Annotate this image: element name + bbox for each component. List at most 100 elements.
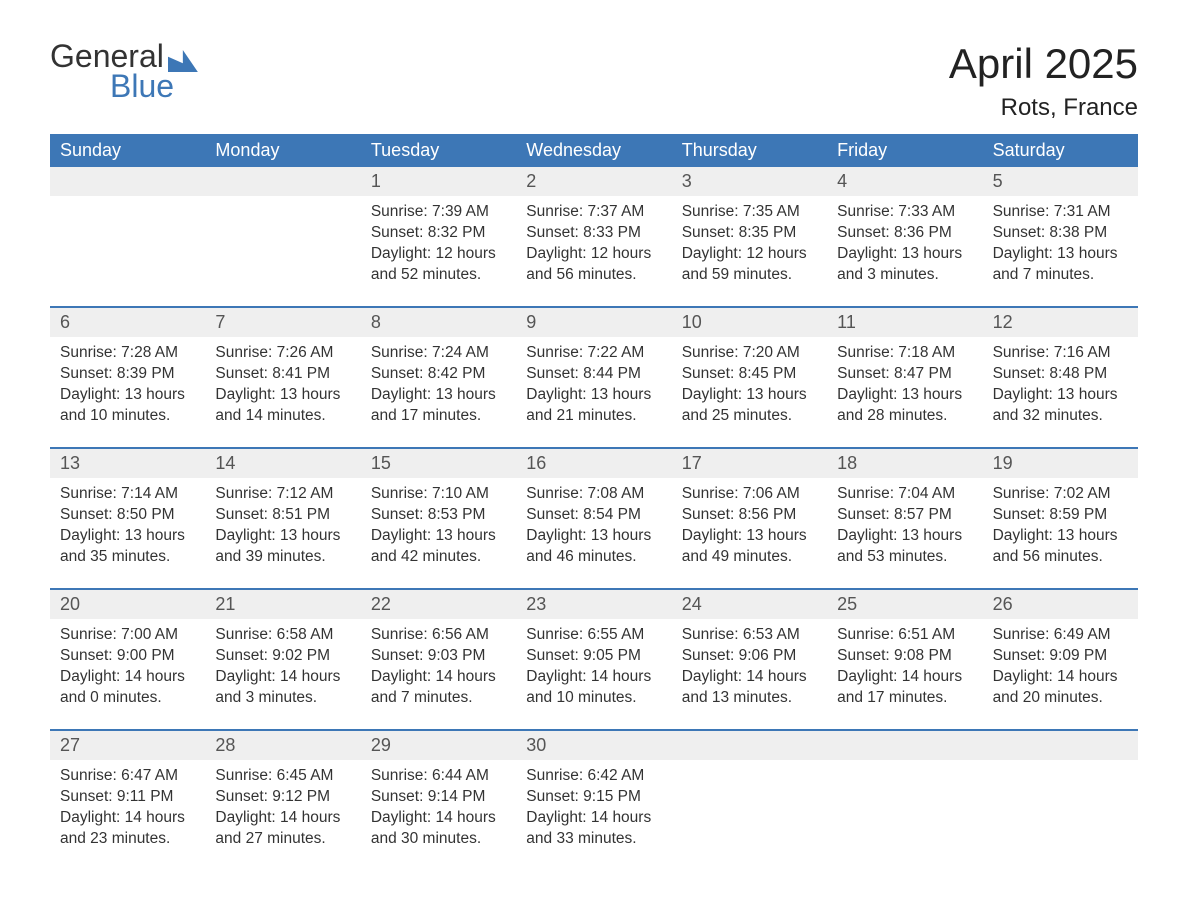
day-line: Sunrise: 7:02 AM xyxy=(993,484,1128,505)
day-line: Sunset: 8:35 PM xyxy=(682,223,817,244)
day-cell: Sunrise: 7:33 AMSunset: 8:36 PMDaylight:… xyxy=(827,196,982,306)
day-line: Sunset: 8:44 PM xyxy=(526,364,661,385)
day-line: Daylight: 13 hours xyxy=(215,385,350,406)
day-number: 11 xyxy=(827,308,982,337)
day-number: 17 xyxy=(672,449,827,478)
day-cell: Sunrise: 7:22 AMSunset: 8:44 PMDaylight:… xyxy=(516,337,671,447)
day-line: Daylight: 14 hours xyxy=(837,667,972,688)
day-line: Sunset: 8:47 PM xyxy=(837,364,972,385)
daybody-row: Sunrise: 7:14 AMSunset: 8:50 PMDaylight:… xyxy=(50,478,1138,588)
day-number: 28 xyxy=(205,731,360,760)
calendar: SundayMondayTuesdayWednesdayThursdayFrid… xyxy=(50,134,1138,870)
day-cell: Sunrise: 6:45 AMSunset: 9:12 PMDaylight:… xyxy=(205,760,360,870)
title-block: April 2025 Rots, France xyxy=(949,40,1138,122)
day-line: and 13 minutes. xyxy=(682,688,817,709)
day-line: Daylight: 13 hours xyxy=(837,244,972,265)
day-line: Sunset: 8:39 PM xyxy=(60,364,195,385)
day-number: 16 xyxy=(516,449,671,478)
day-cell: Sunrise: 6:44 AMSunset: 9:14 PMDaylight:… xyxy=(361,760,516,870)
day-line: Sunrise: 6:55 AM xyxy=(526,625,661,646)
daynum-row: 20212223242526 xyxy=(50,590,1138,619)
day-line: and 42 minutes. xyxy=(371,547,506,568)
day-line: and 39 minutes. xyxy=(215,547,350,568)
day-line: Sunset: 8:42 PM xyxy=(371,364,506,385)
day-number: 6 xyxy=(50,308,205,337)
day-line: Sunrise: 6:51 AM xyxy=(837,625,972,646)
day-number: 4 xyxy=(827,167,982,196)
day-line: and 14 minutes. xyxy=(215,406,350,427)
week-row: 6789101112Sunrise: 7:28 AMSunset: 8:39 P… xyxy=(50,306,1138,447)
day-line: Sunset: 8:45 PM xyxy=(682,364,817,385)
day-cell: Sunrise: 7:39 AMSunset: 8:32 PMDaylight:… xyxy=(361,196,516,306)
day-cell: Sunrise: 6:56 AMSunset: 9:03 PMDaylight:… xyxy=(361,619,516,729)
day-line: and 49 minutes. xyxy=(682,547,817,568)
day-line: Sunrise: 6:45 AM xyxy=(215,766,350,787)
day-cell: Sunrise: 7:26 AMSunset: 8:41 PMDaylight:… xyxy=(205,337,360,447)
day-line: Sunset: 8:59 PM xyxy=(993,505,1128,526)
day-cell: Sunrise: 6:55 AMSunset: 9:05 PMDaylight:… xyxy=(516,619,671,729)
day-line: and 46 minutes. xyxy=(526,547,661,568)
day-line: and 27 minutes. xyxy=(215,829,350,850)
day-line: Sunrise: 7:24 AM xyxy=(371,343,506,364)
day-number: 14 xyxy=(205,449,360,478)
weekday-header: Tuesday xyxy=(361,134,516,167)
day-line: Daylight: 13 hours xyxy=(993,385,1128,406)
day-number: 13 xyxy=(50,449,205,478)
day-line: and 0 minutes. xyxy=(60,688,195,709)
day-line: and 52 minutes. xyxy=(371,265,506,286)
day-cell: Sunrise: 7:20 AMSunset: 8:45 PMDaylight:… xyxy=(672,337,827,447)
day-line: and 25 minutes. xyxy=(682,406,817,427)
day-line: Sunrise: 6:53 AM xyxy=(682,625,817,646)
weekday-header: Wednesday xyxy=(516,134,671,167)
day-cell: Sunrise: 7:37 AMSunset: 8:33 PMDaylight:… xyxy=(516,196,671,306)
day-line: Sunset: 9:11 PM xyxy=(60,787,195,808)
day-line: Sunset: 9:08 PM xyxy=(837,646,972,667)
day-line: Sunrise: 6:47 AM xyxy=(60,766,195,787)
day-line: Sunrise: 7:35 AM xyxy=(682,202,817,223)
day-number: 15 xyxy=(361,449,516,478)
day-line: and 23 minutes. xyxy=(60,829,195,850)
day-cell: Sunrise: 7:04 AMSunset: 8:57 PMDaylight:… xyxy=(827,478,982,588)
day-line: Sunset: 9:03 PM xyxy=(371,646,506,667)
day-line: Daylight: 13 hours xyxy=(682,385,817,406)
day-cell xyxy=(983,760,1138,870)
day-cell: Sunrise: 7:24 AMSunset: 8:42 PMDaylight:… xyxy=(361,337,516,447)
day-cell: Sunrise: 6:47 AMSunset: 9:11 PMDaylight:… xyxy=(50,760,205,870)
day-line: and 7 minutes. xyxy=(371,688,506,709)
day-line: Daylight: 13 hours xyxy=(60,385,195,406)
day-line: Daylight: 13 hours xyxy=(993,526,1128,547)
day-line: Sunrise: 7:26 AM xyxy=(215,343,350,364)
week-row: 13141516171819Sunrise: 7:14 AMSunset: 8:… xyxy=(50,447,1138,588)
day-line: Daylight: 14 hours xyxy=(371,808,506,829)
day-line: and 35 minutes. xyxy=(60,547,195,568)
day-line: Daylight: 14 hours xyxy=(371,667,506,688)
daynum-row: 13141516171819 xyxy=(50,449,1138,478)
day-line: and 3 minutes. xyxy=(837,265,972,286)
day-line: and 30 minutes. xyxy=(371,829,506,850)
day-line: and 10 minutes. xyxy=(60,406,195,427)
day-number: 2 xyxy=(516,167,671,196)
weekday-header: Monday xyxy=(205,134,360,167)
logo: General Blue xyxy=(50,40,198,102)
day-line: Daylight: 14 hours xyxy=(526,808,661,829)
day-number xyxy=(50,167,205,196)
day-line: and 3 minutes. xyxy=(215,688,350,709)
day-line: Daylight: 14 hours xyxy=(682,667,817,688)
day-line: Daylight: 14 hours xyxy=(526,667,661,688)
day-cell: Sunrise: 6:51 AMSunset: 9:08 PMDaylight:… xyxy=(827,619,982,729)
day-line: Daylight: 13 hours xyxy=(682,526,817,547)
day-line: Sunset: 9:14 PM xyxy=(371,787,506,808)
day-line: Sunrise: 7:16 AM xyxy=(993,343,1128,364)
day-line: Daylight: 12 hours xyxy=(526,244,661,265)
day-cell: Sunrise: 6:42 AMSunset: 9:15 PMDaylight:… xyxy=(516,760,671,870)
day-line: Sunrise: 6:42 AM xyxy=(526,766,661,787)
day-line: Sunset: 8:38 PM xyxy=(993,223,1128,244)
day-cell: Sunrise: 6:53 AMSunset: 9:06 PMDaylight:… xyxy=(672,619,827,729)
page-title: April 2025 xyxy=(949,40,1138,88)
day-number xyxy=(672,731,827,760)
day-number: 7 xyxy=(205,308,360,337)
day-line: Daylight: 13 hours xyxy=(215,526,350,547)
day-line: Daylight: 13 hours xyxy=(371,385,506,406)
day-line: Sunrise: 7:33 AM xyxy=(837,202,972,223)
day-line: Sunset: 8:51 PM xyxy=(215,505,350,526)
